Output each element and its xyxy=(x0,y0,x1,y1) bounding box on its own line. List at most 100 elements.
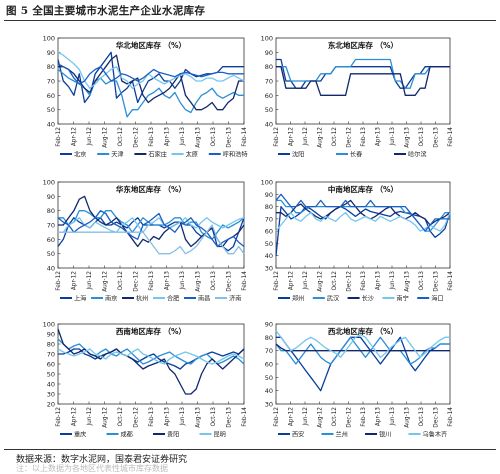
chart5-xtick-label: Oct-12 xyxy=(332,407,338,427)
chart5-series-line xyxy=(275,330,450,358)
chart0-ytick-label: 40 xyxy=(47,121,55,129)
chart5-legend-label: 银川 xyxy=(379,431,391,439)
chart2-legend-label: 杭州 xyxy=(136,295,148,303)
chart1-ytick-label: 90 xyxy=(265,49,273,57)
chart4-xtick-label: Dec-12 xyxy=(134,407,140,428)
chart1-xtick-label: Oct-12 xyxy=(332,127,338,147)
chart0-ytick-label: 100 xyxy=(43,35,55,43)
bottom-divider xyxy=(4,449,496,450)
chart4-xtick-label: Aug-12 xyxy=(103,407,109,428)
chart2-legend-label: 济南 xyxy=(229,295,241,303)
chart0-xtick-label: Jun-13 xyxy=(180,127,186,147)
chart2-title: 华东地区库存 （%） xyxy=(116,184,186,194)
chart1-title: 东北地区库存 （%） xyxy=(328,40,398,50)
chart5-ytick-label: 50 xyxy=(265,374,273,382)
chart3-xtick-label: Apr-12 xyxy=(289,271,295,290)
chart5-legend-label: 西安 xyxy=(292,431,304,439)
chart4-ytick-label: 20 xyxy=(47,401,55,409)
chart5-series-line xyxy=(275,343,450,352)
chart1-xtick-label: Jun-13 xyxy=(390,127,396,147)
chart4-legend-label: 昆明 xyxy=(214,432,226,439)
chart3-xtick-label: Oct-13 xyxy=(419,271,425,291)
chart5-legend-label: 兰州 xyxy=(336,431,348,439)
chart3-ytick-label: 50 xyxy=(265,240,273,248)
chart0-series-line xyxy=(57,51,245,89)
chart5-ytick-label: 60 xyxy=(265,361,273,369)
chart0-series-line xyxy=(57,68,244,118)
chart3-xtick-label: Apr-13 xyxy=(376,271,382,290)
chart-northwest: 西北地区库存 （%） 30 40 50 60 70 80 90 Feb-12 Apr-12 Jun-… xyxy=(265,321,454,439)
chart-north-china: 华北地区库存 （%） 40 50 60 70 80 90 100 Feb-12 Apr-12 Jun… xyxy=(43,35,249,159)
chart3-ytick-label: 100 xyxy=(261,179,273,187)
chart2-xtick-label: Feb-14 xyxy=(242,271,248,291)
chart0-ytick-label: 90 xyxy=(47,49,55,57)
chart0-xtick-label: Feb-12 xyxy=(56,127,62,147)
chart1-xtick-label: Aug-13 xyxy=(405,127,411,148)
chart0-xtick-label: Dec-13 xyxy=(227,127,233,148)
chart4-ytick-label: 100 xyxy=(43,321,55,329)
chart1-xtick-label: Feb-12 xyxy=(274,127,280,147)
chart3-legend-label: 郑州 xyxy=(292,295,304,303)
chart5-xtick-label: Dec-12 xyxy=(347,407,353,428)
chart4-legend-label: 成都 xyxy=(121,431,133,439)
chart4-xtick-label: Apr-12 xyxy=(72,407,78,426)
chart1-xtick-label: Dec-13 xyxy=(434,127,440,148)
chart2-xtick-label: Apr-12 xyxy=(72,271,78,290)
chart0-xtick-label: Dec-12 xyxy=(134,127,140,148)
chart5-series-line xyxy=(276,336,450,392)
chart5-legend-label: 乌鲁木齐 xyxy=(423,431,448,439)
chart5-xtick-label: Aug-12 xyxy=(318,407,324,428)
chart1-ytick-label: 50 xyxy=(265,106,273,114)
chart4-ytick-label: 60 xyxy=(47,361,55,369)
chart0-xtick-label: Aug-13 xyxy=(196,127,202,148)
chart3-ytick-label: 90 xyxy=(265,191,273,199)
chart4-ytick-label: 30 xyxy=(47,391,55,399)
chart4-ytick-label: 40 xyxy=(47,381,55,389)
chart0-series-line xyxy=(58,54,244,111)
chart4-series-line xyxy=(57,328,245,395)
figure-title: 图 5 全国主要城市水泥生产企业水泥库存 xyxy=(6,5,206,17)
chart2-legend-label: 上海 xyxy=(74,295,86,303)
chart3-ytick-label: 80 xyxy=(265,203,273,211)
source-note: 注：以上数据为各地区代表性城市库存数据 xyxy=(16,464,168,473)
chart2-xtick-label: Apr-13 xyxy=(165,271,171,290)
chart2-ytick-label: 70 xyxy=(47,222,55,230)
chart2-ytick-label: 100 xyxy=(43,179,55,187)
chart3-xtick-label: Jun-13 xyxy=(390,271,396,291)
chart0-series-line xyxy=(57,51,244,104)
chart1-ytick-label: 80 xyxy=(265,63,273,71)
chart0-xtick-label: Oct-12 xyxy=(118,127,124,147)
chart0-legend-label: 北京 xyxy=(74,151,86,159)
chart1-ytick-label: 100 xyxy=(261,35,273,43)
chart4-legend-label: 重庆 xyxy=(74,431,86,439)
chart2-series-line xyxy=(57,210,245,248)
chart2-ytick-label: 60 xyxy=(47,236,55,244)
chart5-xtick-label: Jun-13 xyxy=(390,407,396,427)
chart3-legend-label: 武汉 xyxy=(327,295,339,303)
chart1-series-line xyxy=(276,58,450,89)
chart5-ytick-label: 70 xyxy=(265,347,273,355)
chart1-xtick-label: Jun-12 xyxy=(303,127,309,147)
chart5-xtick-label: Feb-13 xyxy=(361,407,367,427)
chart-central-south: 中南地区库存 （%） 30 40 50 60 70 80 90 100 Feb-12 Apr-12 J… xyxy=(261,179,455,303)
chart5-xtick-label: Apr-12 xyxy=(289,407,295,426)
chart3-legend-label: 南宁 xyxy=(396,295,408,303)
chart2-xtick-label: Aug-13 xyxy=(196,271,202,292)
chart4-ytick-label: 50 xyxy=(47,371,55,379)
chart5-ytick-label: 30 xyxy=(265,401,273,409)
chart5-ytick-label: 90 xyxy=(265,321,273,329)
chart0-legend-label: 石家庄 xyxy=(148,151,167,159)
chart2-xtick-label: Dec-12 xyxy=(134,271,140,292)
chart2-ytick-label: 40 xyxy=(47,265,55,273)
chart3-xtick-label: Jun-12 xyxy=(303,271,309,291)
chart2-ytick-label: 50 xyxy=(47,250,55,258)
chart4-ytick-label: 80 xyxy=(47,341,55,349)
chart1-xtick-label: Feb-14 xyxy=(448,127,454,147)
chart3-plot-frame xyxy=(275,181,451,269)
chart0-legend-label: 太原 xyxy=(186,151,198,159)
chart5-xtick-label: Aug-13 xyxy=(405,407,411,428)
chart3-xtick-label: Dec-13 xyxy=(434,271,440,292)
chart1-legend-label: 沈阳 xyxy=(292,151,304,159)
chart2-ytick-label: 90 xyxy=(47,193,55,201)
chart0-xtick-label: Feb-14 xyxy=(242,127,248,147)
